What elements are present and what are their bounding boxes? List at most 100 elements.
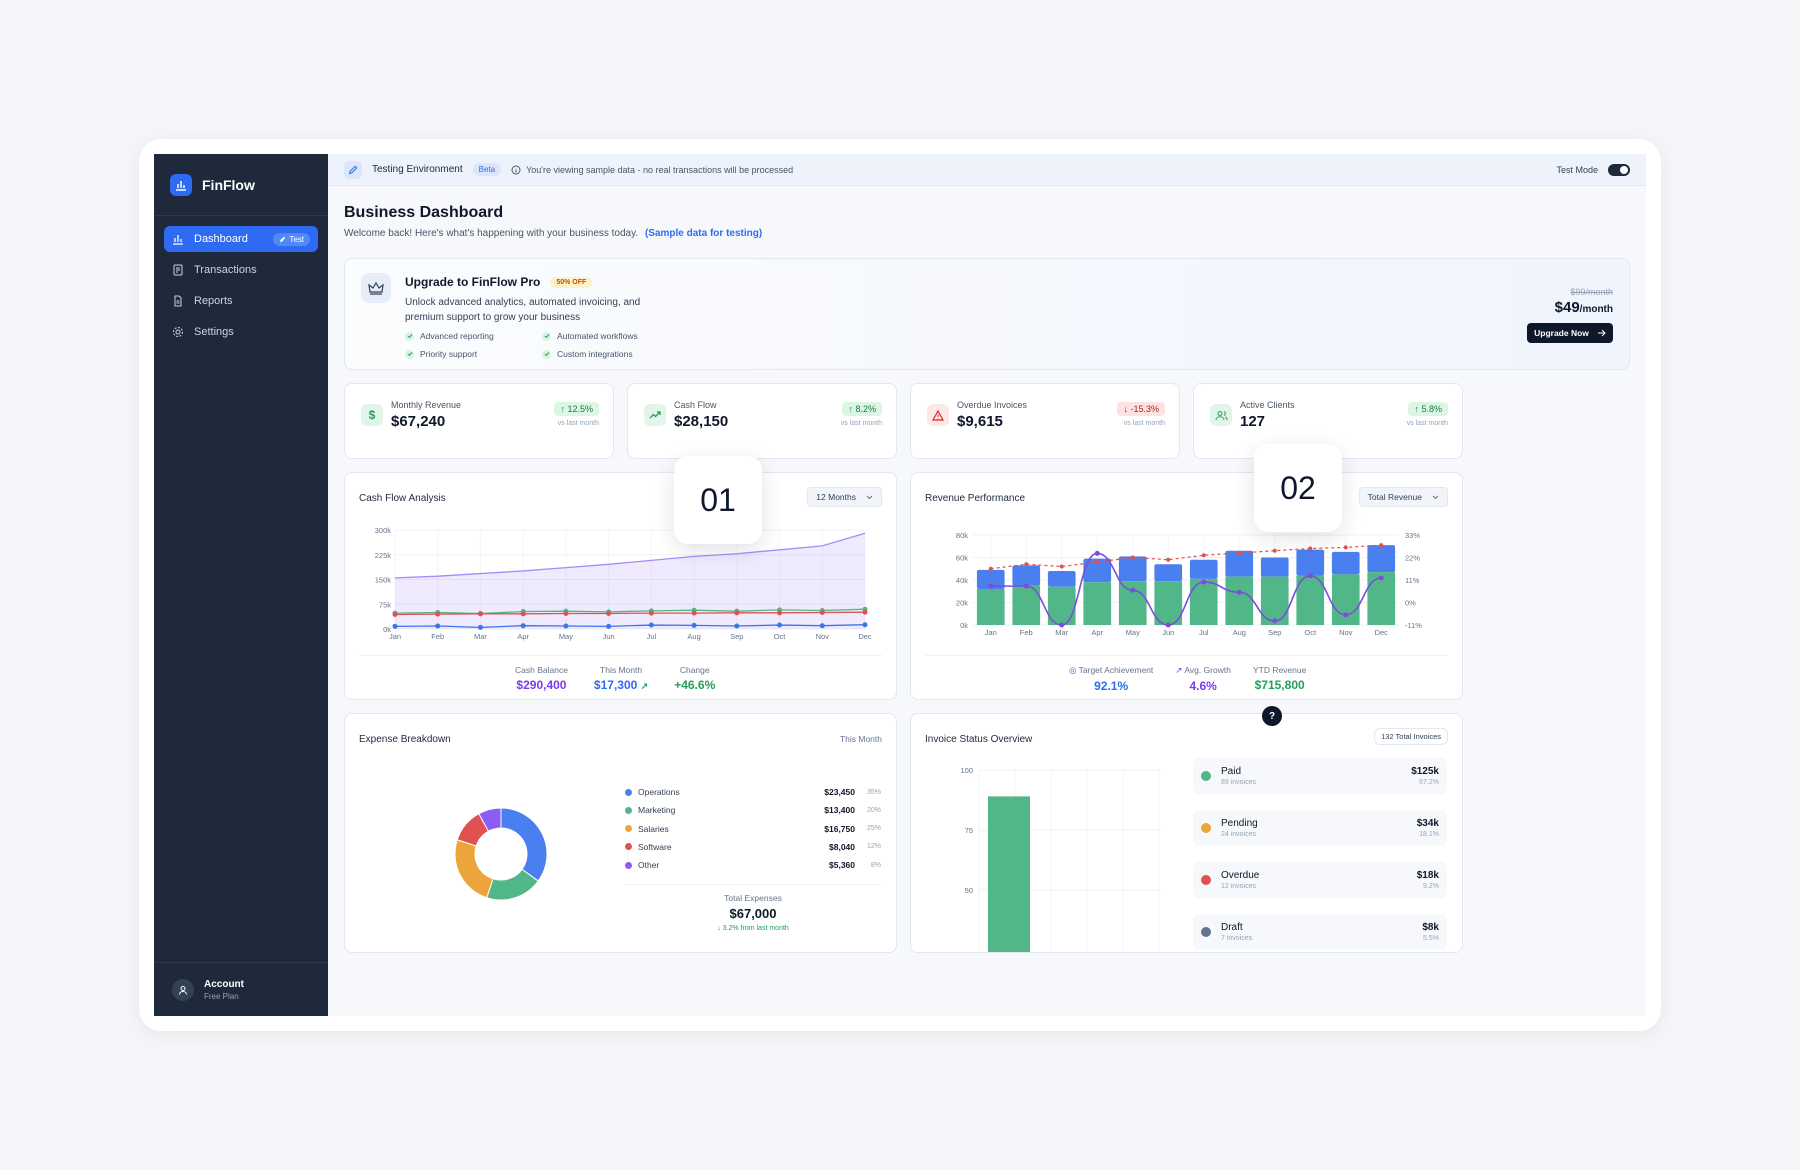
invoice-status-paid[interactable]: Paid 89 invoices $125k 67.2% bbox=[1193, 758, 1447, 794]
status-count: 89 invoices bbox=[1221, 779, 1257, 786]
cash-flow-card: Cash Flow Analysis 12 Months 300k 225k 150… bbox=[344, 472, 897, 700]
legend-amount: $8,040 bbox=[829, 841, 855, 852]
kpi-value: $9,615 bbox=[957, 413, 1003, 430]
growth-point bbox=[1272, 618, 1278, 624]
old-price: $99/month bbox=[1570, 287, 1613, 297]
kpi-change-value: 8.2% bbox=[855, 404, 876, 414]
status-amount: $18k bbox=[1416, 870, 1439, 881]
status-percent: 18.1% bbox=[1419, 831, 1439, 838]
feature-label: Custom integrations bbox=[557, 349, 633, 359]
invoice-status-draft[interactable]: Draft 7 invoices $8k 5.5% bbox=[1193, 914, 1447, 950]
series-line bbox=[394, 611, 866, 616]
growth-point bbox=[1378, 575, 1384, 581]
legend-percent: 8% bbox=[870, 861, 881, 869]
x-tick-label: Feb bbox=[431, 632, 444, 641]
bar-base bbox=[1083, 582, 1112, 625]
kpi-label: Monthly Revenue bbox=[391, 400, 462, 410]
stat-label: Avg. Growth bbox=[1184, 665, 1231, 675]
step-badge-01: 01 bbox=[674, 456, 762, 544]
upgrade-now-button[interactable]: Upgrade Now bbox=[1527, 323, 1613, 343]
x-tick-label: Apr bbox=[1091, 628, 1103, 637]
page-header: Business Dashboard Welcome back! Here's … bbox=[344, 204, 762, 239]
x-tick-label: Oct bbox=[1304, 628, 1317, 637]
sidebar-item-reports[interactable]: Reports bbox=[164, 288, 318, 314]
status-amount: $125k bbox=[1411, 766, 1439, 777]
promo-description: Unlock advanced analytics, automated inv… bbox=[405, 297, 641, 323]
target-icon: ◎ bbox=[1069, 665, 1077, 675]
feature-label: Automated workflows bbox=[557, 331, 638, 341]
sidebar-item-label: Reports bbox=[194, 295, 233, 307]
sidebar-item-transactions[interactable]: Transactions bbox=[164, 257, 318, 283]
document-icon bbox=[174, 295, 182, 307]
avatar bbox=[172, 978, 194, 1001]
divider bbox=[359, 655, 882, 656]
y-tick-label: 50 bbox=[965, 886, 973, 895]
x-tick-label: Jan bbox=[985, 628, 997, 637]
kpi-change-value: 5.8% bbox=[1421, 404, 1442, 414]
stat-value: +46.6% bbox=[674, 678, 716, 692]
y-tick-label: 0k bbox=[960, 621, 968, 630]
help-button[interactable]: ? bbox=[1262, 706, 1282, 726]
status-name: Draft bbox=[1221, 922, 1243, 933]
legend-label: Other bbox=[638, 860, 660, 871]
revenue-performance-card: Revenue Performance Total Revenue 80k 60k… bbox=[910, 472, 1463, 700]
legend-percent: 35% bbox=[866, 788, 881, 796]
data-point bbox=[392, 611, 398, 617]
invoice-status-pending[interactable]: Pending 24 invoices $34k 18.1% bbox=[1193, 810, 1447, 846]
bar-growth bbox=[1047, 571, 1076, 587]
growth-point bbox=[988, 583, 994, 589]
period-select[interactable]: 12 Months bbox=[807, 487, 882, 507]
total-value: $67,000 bbox=[729, 906, 777, 921]
kpi-card-active-clients: Active Clients 127 ↑ 5.8% vs last month bbox=[1193, 383, 1463, 459]
sidebar-item-dashboard[interactable]: Dashboard Test bbox=[164, 226, 318, 252]
legend-row: Salaries $16,750 25% bbox=[625, 823, 881, 835]
bar-base bbox=[1012, 585, 1041, 625]
stat-avg-growth: ↗ Avg. Growth 4.6% bbox=[1175, 665, 1231, 693]
divider bbox=[925, 655, 1448, 656]
sidebar-item-settings[interactable]: Settings bbox=[164, 319, 318, 345]
bar-growth bbox=[1154, 564, 1183, 582]
promo-price: $49/month bbox=[1555, 299, 1613, 316]
metric-select[interactable]: Total Revenue bbox=[1358, 487, 1448, 507]
donut-slice bbox=[478, 807, 502, 832]
gear-icon bbox=[173, 327, 183, 337]
y-tick-label: 75k bbox=[379, 600, 391, 609]
x-tick-label: Sep bbox=[730, 632, 743, 641]
stat-value: 4.6% bbox=[1189, 679, 1217, 693]
stat-this-month: This Month $17,300 ↗ bbox=[594, 665, 648, 692]
invoice-status-card: Invoice Status Overview 132 Total Invoic… bbox=[910, 713, 1463, 953]
data-point bbox=[606, 623, 612, 629]
y2-tick-label: 11% bbox=[1405, 576, 1420, 585]
invoice-status-overdue[interactable]: Overdue 12 invoices $18k 9.2% bbox=[1193, 862, 1447, 898]
bar-base bbox=[1189, 578, 1218, 625]
y-tick-label: 60k bbox=[956, 554, 968, 563]
sample-data-link[interactable]: (Sample data for testing) bbox=[644, 228, 763, 239]
data-point bbox=[691, 622, 697, 628]
app-window: FinFlow Dashboard Test Transactions Repo… bbox=[154, 154, 1646, 1016]
bar-base bbox=[1331, 574, 1360, 625]
x-tick-label: Jul bbox=[647, 632, 657, 641]
data-point bbox=[606, 610, 612, 616]
bar-growth bbox=[1225, 550, 1254, 577]
kpi-card-monthly-revenue: $ Monthly Revenue $67,240 ↑ 12.5% vs las… bbox=[344, 383, 614, 459]
account-menu[interactable]: Account Free Plan bbox=[154, 962, 328, 1016]
data-point bbox=[691, 610, 697, 616]
stat-label: YTD Revenue bbox=[1252, 665, 1307, 675]
feature-label: Advanced reporting bbox=[420, 331, 494, 341]
data-point bbox=[477, 611, 483, 617]
feature-item: Priority support bbox=[405, 349, 477, 359]
upgrade-now-label: Upgrade Now bbox=[1534, 328, 1589, 338]
total-invoices-badge: 132 Total Invoices bbox=[1374, 728, 1448, 745]
kpi-comparison: vs last month bbox=[557, 420, 599, 427]
kpi-label: Overdue Invoices bbox=[957, 400, 1028, 410]
legend-label: Software bbox=[638, 841, 672, 852]
sidebar-item-label: Transactions bbox=[194, 264, 257, 276]
test-mode-toggle[interactable] bbox=[1608, 163, 1630, 176]
test-mode-label: Test Mode bbox=[1556, 164, 1598, 175]
kpi-change-value: -15.3% bbox=[1130, 404, 1159, 414]
promo-title: Upgrade to FinFlow Pro bbox=[405, 275, 541, 289]
cash-flow-stats: Cash Balance $290,400 This Month $17,300 ↗… bbox=[515, 665, 715, 692]
trending-up-icon bbox=[644, 404, 666, 426]
target-point bbox=[1343, 545, 1348, 550]
check-icon bbox=[405, 349, 414, 359]
